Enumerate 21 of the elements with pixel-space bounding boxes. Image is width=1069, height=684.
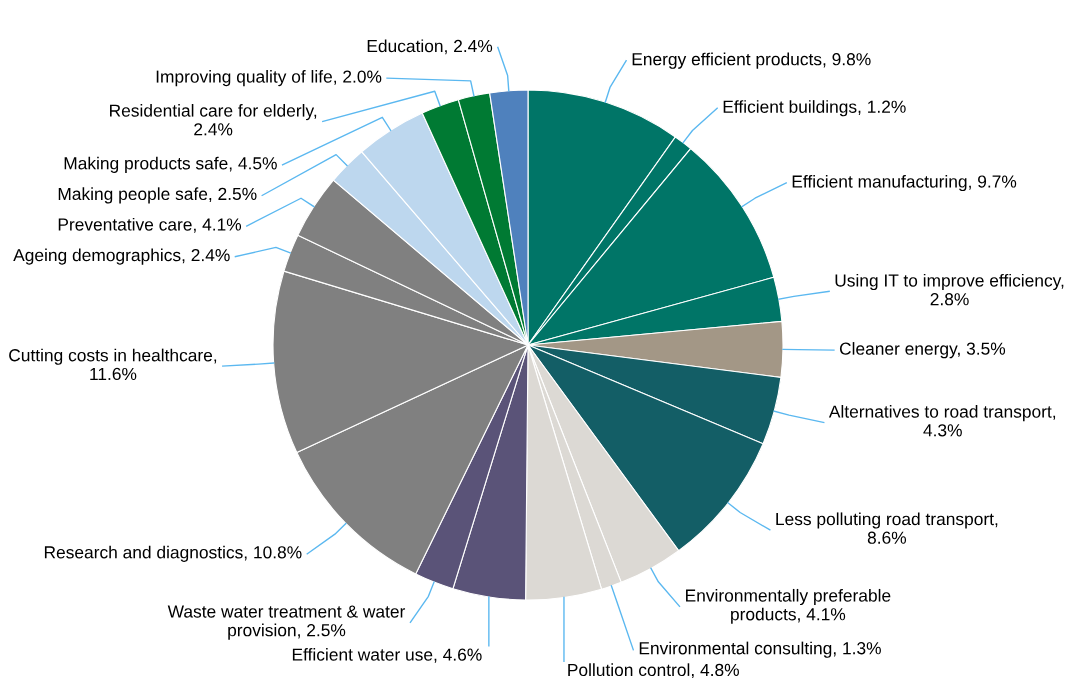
slice-label: Efficient water use, 4.6%	[292, 648, 482, 663]
slice-label: Making products safe, 4.5%	[64, 156, 277, 173]
slice-label: Cleaner energy, 3.5%	[839, 342, 1006, 359]
slice-label: Research and diagnostics, 10.8%	[44, 545, 302, 562]
slice-label: Preventative care, 4.1%	[58, 217, 242, 233]
slice-label: Efficient manufacturing, 9.7%	[792, 174, 1017, 192]
slice-label: Using IT to improve efficiency, 2.8%	[835, 273, 1064, 306]
slice-label: Environmentally preferable products, 4.1%	[686, 588, 891, 624]
slice-label: Improving quality of life, 2.0%	[156, 70, 382, 87]
slice-label: Cutting costs in healthcare, 11.6%	[9, 348, 217, 381]
slice-label: Efficient buildings, 1.2%	[723, 100, 906, 117]
slice-label: Environmental consulting, 1.3%	[639, 641, 881, 658]
slice-label: Ageing demographics, 2.4%	[13, 248, 230, 265]
slice-label: Residential care for elderly, 2.4%	[110, 104, 317, 136]
slice-label: Less polluting road transport, 8.6%	[776, 512, 998, 544]
slice-label: Alternatives to road transport, 4.3%	[828, 405, 1056, 437]
slice-label: Pollution control, 4.8%	[568, 663, 739, 679]
slice-label: Making people safe, 2.5%	[58, 187, 257, 204]
slice-label: Education, 2.4%	[367, 39, 493, 55]
slice-label: Waste water treatment & water provision, 2.5%	[167, 605, 406, 640]
slice-label: Energy efficient products, 9.8%	[632, 52, 871, 69]
